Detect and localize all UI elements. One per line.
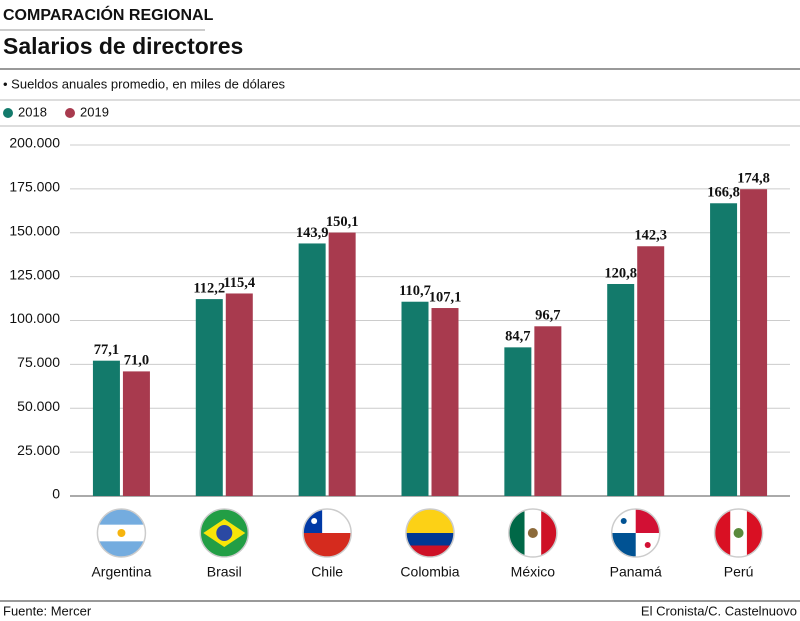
flag-part	[620, 518, 627, 524]
y-tick-label: 0	[52, 486, 60, 502]
flag-ring	[405, 508, 455, 558]
flag-part	[406, 509, 454, 533]
flag-ring	[199, 508, 250, 558]
flag-clip	[200, 509, 249, 557]
flag-part	[97, 509, 146, 526]
flag-part	[527, 528, 538, 538]
bar	[92, 360, 120, 496]
y-tick-label: 125.000	[9, 266, 60, 282]
flag-ring	[713, 508, 764, 558]
bar	[740, 189, 768, 496]
flag-part	[644, 542, 651, 548]
x-tick-label: Panamá	[610, 564, 662, 580]
flag	[405, 508, 455, 558]
flag	[96, 508, 147, 558]
flag	[508, 508, 558, 558]
flag	[199, 508, 250, 558]
bar	[431, 308, 459, 496]
flag	[713, 508, 764, 558]
value-label: 166,8	[707, 185, 740, 201]
bar	[607, 283, 635, 496]
bar	[195, 299, 223, 496]
bar	[122, 371, 150, 496]
value-label: 174,8	[737, 171, 770, 187]
flag-part	[714, 509, 731, 557]
value-label: 84,7	[505, 329, 530, 345]
value-label: 115,4	[223, 275, 255, 291]
legend-label: 2018	[18, 104, 47, 119]
chart-title: Salarios de directores	[3, 33, 243, 59]
flag-ring	[96, 508, 147, 558]
y-tick-label: 150.000	[9, 222, 60, 238]
flag-part	[303, 533, 352, 557]
value-label: 143,9	[296, 225, 329, 241]
x-tick-label: Perú	[724, 564, 754, 580]
bar	[637, 246, 665, 496]
x-tick-label: México	[511, 564, 556, 580]
bar	[225, 293, 253, 496]
x-tick-label: Colombia	[400, 564, 459, 580]
flag-ring	[610, 508, 661, 558]
x-tick-label: Brasil	[207, 564, 242, 580]
value-label: 110,7	[399, 283, 431, 299]
source: Fuente: Mercer	[3, 603, 92, 618]
value-label: 120,8	[604, 265, 637, 281]
kicker: COMPARACIÓN REGIONAL	[3, 5, 214, 24]
y-tick-label: 200.000	[9, 135, 60, 151]
flag	[302, 508, 352, 558]
value-label: 107,1	[429, 289, 462, 305]
y-tick-label: 100.000	[9, 310, 60, 326]
flag-part	[406, 545, 454, 557]
flag-part	[311, 518, 318, 524]
flag-part	[406, 533, 454, 546]
y-tick-label: 175.000	[9, 179, 60, 195]
x-tick-label: Chile	[311, 564, 343, 580]
bar	[328, 232, 356, 496]
flag	[610, 508, 661, 558]
legend-swatch	[3, 108, 13, 118]
flag-clip	[406, 509, 454, 557]
y-tick-label: 75.000	[17, 354, 60, 370]
legend-label: 2019	[80, 104, 109, 119]
value-label: 142,3	[634, 228, 667, 244]
credit: El Cronista/C. Castelnuovo	[641, 603, 797, 618]
y-tick-label: 50.000	[17, 398, 60, 414]
bar	[298, 243, 326, 496]
flag-clip	[508, 509, 557, 557]
value-label: 77,1	[94, 342, 119, 358]
flag-part	[733, 528, 744, 538]
flag-part	[117, 529, 126, 537]
flag-ring	[508, 508, 558, 558]
bar	[710, 203, 738, 497]
value-label: 96,7	[535, 308, 560, 324]
flag-part	[508, 509, 526, 557]
legend-swatch	[65, 108, 75, 118]
bar	[534, 326, 562, 496]
value-label: 150,1	[326, 214, 359, 230]
subtitle: • Sueldos anuales promedio, en miles de …	[3, 76, 286, 91]
flag-part	[216, 525, 233, 541]
y-tick-label: 25.000	[17, 442, 60, 458]
bar	[504, 347, 532, 496]
flag-ring	[302, 508, 352, 558]
bar	[401, 301, 429, 496]
x-tick-label: Argentina	[91, 564, 151, 580]
value-label: 112,2	[193, 280, 225, 296]
value-label: 71,0	[124, 353, 149, 369]
